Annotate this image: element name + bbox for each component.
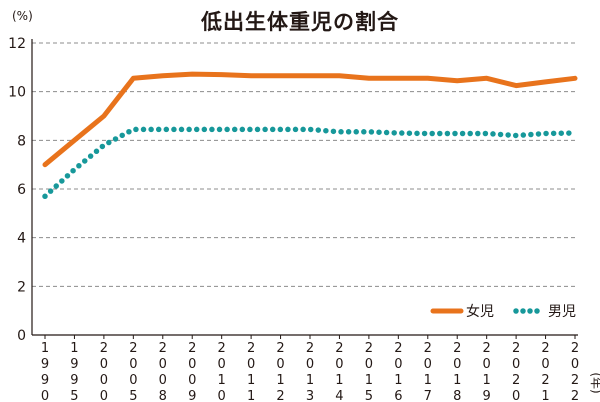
y-tick-label: 12 xyxy=(8,36,26,52)
series-line-girls xyxy=(42,71,578,168)
y-tick-label: 8 xyxy=(17,133,26,149)
y-tick-label: 4 xyxy=(17,231,26,247)
legend-label-boys: 男児 xyxy=(548,304,576,320)
series-line-boys xyxy=(42,126,578,200)
y-tick-label: 6 xyxy=(17,182,26,198)
y-unit-label: (%) xyxy=(12,9,33,23)
y-tick-label: 0 xyxy=(17,328,26,344)
y-tick-label: 2 xyxy=(17,279,26,295)
x-unit-label: (年) xyxy=(589,372,600,393)
legend-label-girls: 女児 xyxy=(466,303,494,320)
chart-title: 低出生体重児の割合 xyxy=(201,10,399,34)
y-tick-label: 10 xyxy=(8,85,26,101)
